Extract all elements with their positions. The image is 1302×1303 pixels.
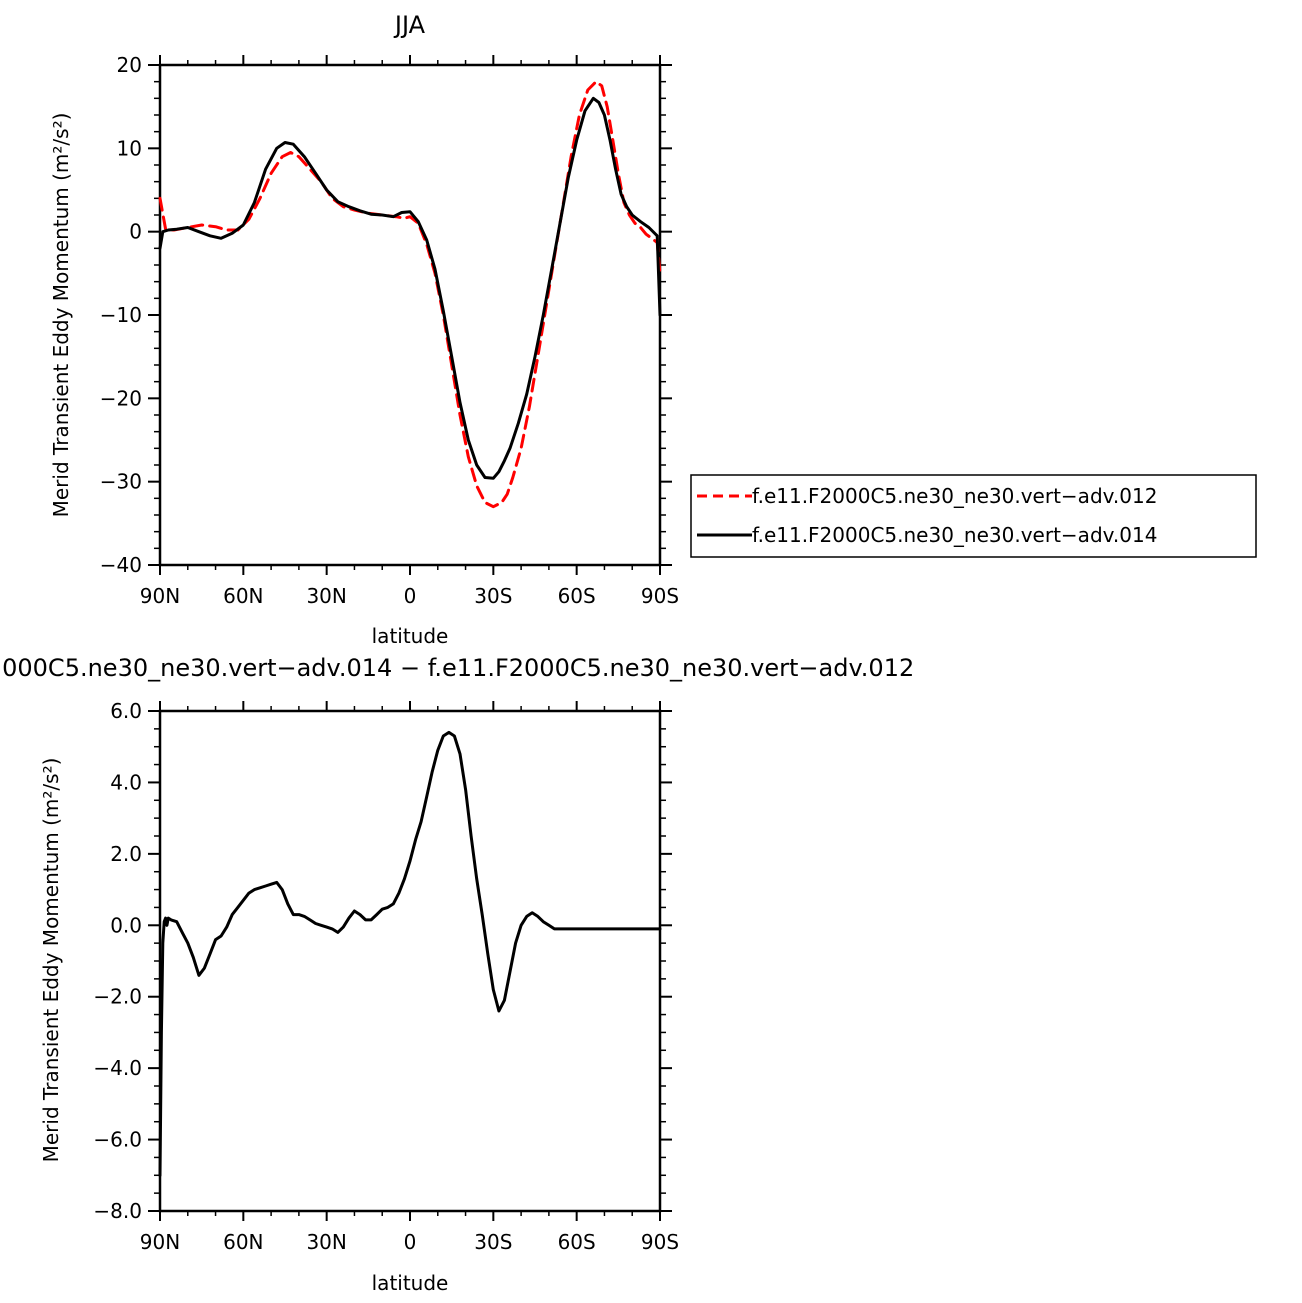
top-panel: JJA 90N 60N 30N 0 30S 60S 90S 20 10 0 −10 −20 −30 −40… xyxy=(49,11,679,648)
bottom-y-tick-label: −8.0 xyxy=(93,1199,142,1223)
top-x-tick-label: 90S xyxy=(641,584,679,608)
bottom-plot-frame xyxy=(160,711,660,1211)
top-x-tick-label: 90N xyxy=(140,584,180,608)
bottom-ticks: 90N 60N 30N 0 30S 60S 90S 6.0 4.0 2.0 0.0 −2.0 −4.0 −… xyxy=(93,699,679,1254)
top-y-axis-label: Merid Transient Eddy Momentum (m²/s²) xyxy=(49,113,73,518)
top-y-tick-label: −20 xyxy=(100,386,142,410)
bottom-x-tick-label: 60S xyxy=(558,1230,596,1254)
top-y-tick-label: −30 xyxy=(100,470,142,494)
bottom-y-tick-label: 2.0 xyxy=(110,842,142,866)
legend: f.e11.F2000C5.ne30_ne30.vert−adv.012 f.e… xyxy=(691,475,1256,557)
top-y-tick-label: −10 xyxy=(100,303,142,327)
bottom-series-line-1 xyxy=(160,732,660,1175)
top-x-tick-label: 30N xyxy=(306,584,346,608)
bottom-x-tick-label: 0 xyxy=(404,1230,417,1254)
bottom-y-tick-label: −6.0 xyxy=(93,1128,142,1152)
top-y-tick-label: 0 xyxy=(129,220,142,244)
legend-label-012: f.e11.F2000C5.ne30_ne30.vert−adv.012 xyxy=(752,484,1157,508)
bottom-x-tick-label: 30S xyxy=(474,1230,512,1254)
bottom-panel: f.e11.F2000C5.ne30_ne30.vert−adv.014 − f… xyxy=(0,654,914,1295)
top-x-axis-label: latitude xyxy=(372,624,449,648)
top-chart-title: JJA xyxy=(393,11,426,39)
bottom-x-axis-label: latitude xyxy=(372,1271,449,1295)
top-x-tick-label: 60S xyxy=(558,584,596,608)
top-y-tick-label: 10 xyxy=(117,136,142,160)
top-plot-frame xyxy=(160,65,660,565)
top-series-group xyxy=(160,82,660,507)
top-ticks: 90N 60N 30N 0 30S 60S 90S 20 10 0 −10 −20 −30 −40 xyxy=(100,53,679,608)
bottom-x-tick-label: 90S xyxy=(641,1230,679,1254)
bottom-y-tick-label: 6.0 xyxy=(110,699,142,723)
bottom-y-tick-label: 4.0 xyxy=(110,770,142,794)
top-y-tick-label: 20 xyxy=(117,53,142,77)
top-series-line-2 xyxy=(160,98,660,478)
bottom-y-axis-label: Merid Transient Eddy Momentum (m²/s²) xyxy=(39,758,63,1163)
top-x-tick-label: 0 xyxy=(404,584,417,608)
top-x-tick-label: 60N xyxy=(223,584,263,608)
bottom-x-tick-label: 90N xyxy=(140,1230,180,1254)
top-x-tick-label: 30S xyxy=(474,584,512,608)
bottom-y-tick-label: −4.0 xyxy=(93,1056,142,1080)
legend-label-014: f.e11.F2000C5.ne30_ne30.vert−adv.014 xyxy=(752,523,1157,547)
top-y-tick-label: −40 xyxy=(100,553,142,577)
bottom-series-group xyxy=(160,732,660,1175)
bottom-x-tick-label: 30N xyxy=(306,1230,346,1254)
bottom-y-tick-label: −2.0 xyxy=(93,985,142,1009)
bottom-chart-title: f.e11.F2000C5.ne30_ne30.vert−adv.014 − f… xyxy=(0,654,914,682)
bottom-y-tick-label: 0.0 xyxy=(110,913,142,937)
bottom-x-tick-label: 60N xyxy=(223,1230,263,1254)
top-series-line-1 xyxy=(160,82,660,507)
